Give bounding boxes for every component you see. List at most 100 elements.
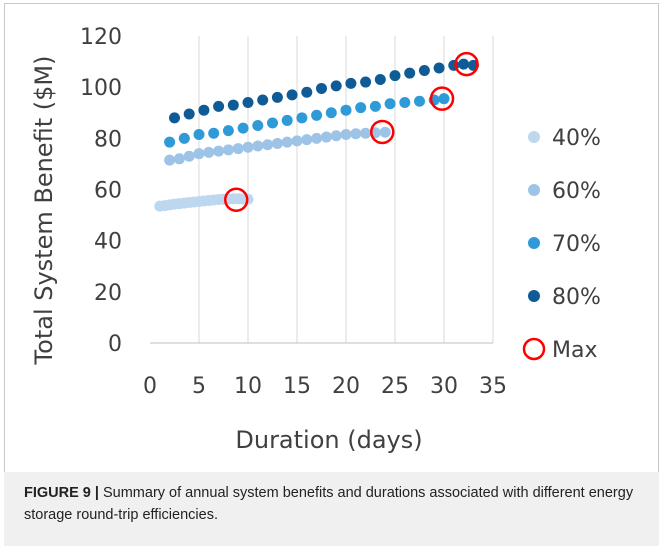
x-tick-label: 15 [283,374,311,399]
data-point [203,146,215,158]
data-point [291,135,303,147]
data-point [257,94,269,106]
data-point [193,128,205,140]
data-point [242,97,254,109]
data-point [360,76,372,88]
y-tick-labels: 0 20 40 60 80 100 120 [80,25,122,357]
data-point [281,114,293,126]
data-point [316,82,327,94]
data-point [355,102,367,114]
legend-marker [528,184,540,196]
data-point [458,58,470,70]
y-tick-label: 60 [94,179,122,204]
x-tick-label: 25 [381,374,409,399]
data-point [414,95,425,107]
data-point [242,141,254,153]
data-point [169,112,180,124]
y-tick-label: 40 [94,230,122,255]
max-marker [223,187,249,212]
x-axis-title: Duration (days) [235,426,422,454]
data-point [213,145,225,157]
y-tick-label: 120 [80,25,122,50]
data-point [311,132,323,144]
data-point [340,128,352,140]
data-point [389,70,401,82]
data-point [237,122,249,134]
data-point [173,153,185,165]
y-tick-label: 80 [94,127,122,152]
data-point [183,150,195,162]
data-point [198,104,210,116]
data-point [330,80,342,92]
y-axis-title: Total System Benefit ($M) [30,56,58,366]
x-tick-label: 30 [430,374,458,399]
data-point [222,144,234,156]
legend-label: 60% [552,179,601,204]
data-point [369,100,381,112]
data-point [271,91,283,103]
max-marker [454,51,479,77]
data-point [281,136,293,148]
data-point [311,109,323,121]
data-point [418,65,430,77]
legend-marker [528,131,540,143]
y-tick-label: 100 [80,76,122,101]
x-tick-label: 35 [479,374,507,399]
data-point [301,86,313,98]
data-point [301,134,313,146]
x-tick-label: 10 [234,374,262,399]
data-point [227,99,239,111]
legend-label: Max [552,338,597,363]
data-point [252,140,264,152]
figure-caption: FIGURE 9 | Summary of annual system bene… [4,472,659,546]
data-point [384,98,396,110]
data-point [296,112,308,124]
data-point [399,97,411,109]
data-point [330,130,342,142]
data-point [232,143,244,155]
data-point [267,117,278,129]
data-point [374,73,386,85]
data-point [271,137,283,149]
data-point [208,127,220,139]
legend-label: 40% [552,126,601,151]
gridlines [198,36,494,343]
data-point [213,100,225,112]
scatter-chart: 0 20 40 60 80 100 120 0 5 10 15 20 25 30 35 Total Sys… [30,25,601,454]
data-point [320,131,332,143]
data-point [286,89,298,101]
caption-text: Summary of annual system benefits and du… [24,485,634,523]
max-marker [429,86,455,111]
legend-label: 80% [552,285,601,310]
data-point [345,77,357,89]
data-point [433,62,445,74]
data-point [252,120,264,132]
y-tick-label: 0 [108,332,122,357]
data-point [379,126,391,138]
x-tick-label: 5 [192,374,206,399]
data-point [164,154,176,166]
caption-label: FIGURE 9 | [24,485,99,501]
data-point [193,148,205,160]
data-point [325,107,337,119]
data-point [183,108,195,120]
data-point [262,139,274,151]
data-point [222,125,234,137]
data-point [178,132,190,144]
data-point [164,136,176,148]
x-tick-label: 0 [143,374,157,399]
x-tick-label: 20 [332,374,360,399]
legend: 40% 60% 70% 80% Max [522,126,601,363]
max-marker [370,119,395,145]
legend-label: 70% [552,232,601,257]
data-point [350,128,362,140]
data-point [438,93,450,105]
legend-marker [528,290,540,302]
data-point [340,104,352,116]
legend-marker [522,337,546,361]
legend-marker [528,237,540,249]
x-tick-labels: 0 5 10 15 20 25 30 35 [143,374,507,399]
data-point [404,67,416,79]
figure-frame [4,3,659,546]
data-point [360,127,372,139]
